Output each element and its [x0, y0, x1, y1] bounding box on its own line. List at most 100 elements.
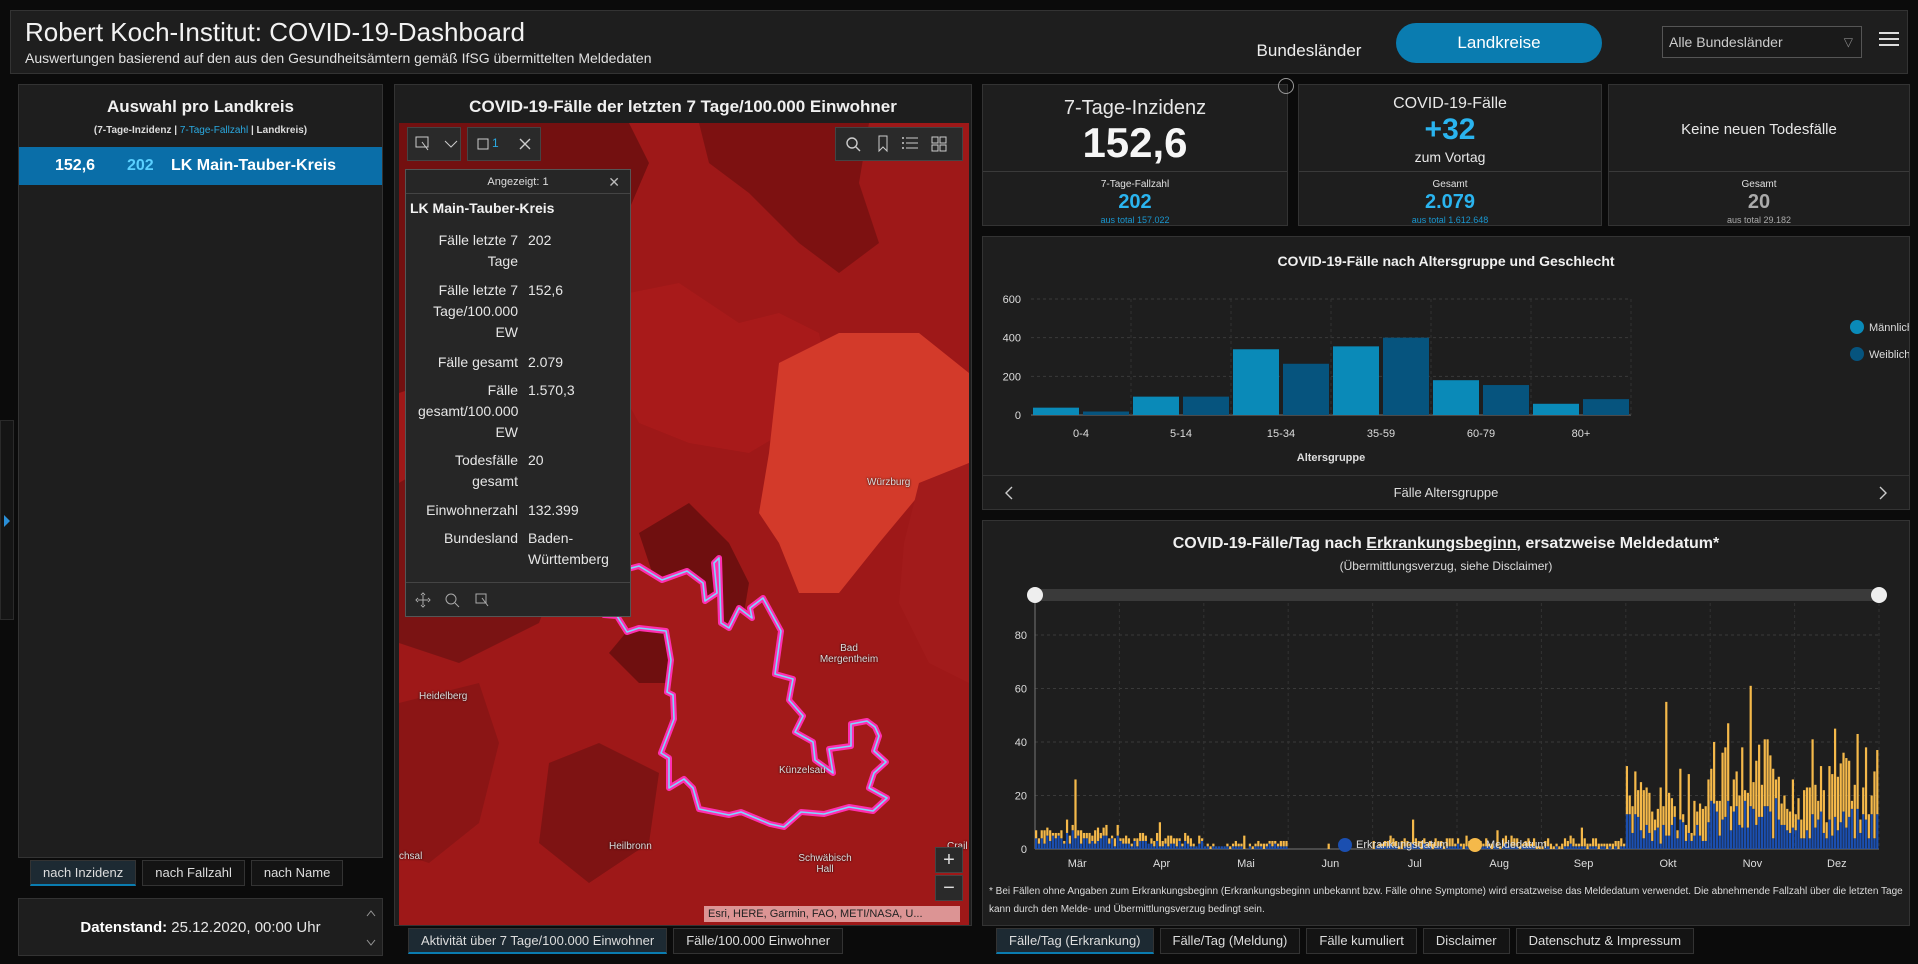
bar-erkrankung[interactable] [1451, 846, 1454, 849]
bar-erkrankung[interactable] [1215, 846, 1218, 849]
bar-erkrankung[interactable] [1164, 843, 1167, 849]
bar-erkrankung[interactable] [1575, 846, 1578, 849]
bar-erkrankung[interactable] [1603, 846, 1606, 849]
bar-meldedatum[interactable] [1864, 747, 1868, 820]
bar-erkrankung[interactable] [1634, 814, 1637, 849]
bar-erkrankung[interactable] [1766, 806, 1769, 849]
tab-aktivitaet[interactable]: Aktivität über 7 Tage/100.000 Einwohner [408, 928, 668, 954]
bar-erkrankung[interactable] [1622, 846, 1626, 849]
bar-meldedatum[interactable] [1555, 843, 1558, 847]
bar-meldedatum[interactable] [1662, 806, 1665, 825]
bar-meldedatum[interactable] [1496, 830, 1499, 847]
bar-meldedatum[interactable] [1102, 827, 1105, 836]
bar-meldedatum[interactable] [1428, 840, 1432, 847]
bar-meldedatum[interactable] [1051, 832, 1055, 836]
bar-meldedatum[interactable] [1502, 838, 1505, 847]
bar-meldedatum[interactable] [1600, 843, 1603, 847]
daily-chart[interactable]: 0 20 40 60 80 Mär Apr Mai Jun Jul Aug Sep Okt Nov Dez [983, 573, 1909, 873]
bar-meldedatum[interactable] [1510, 835, 1513, 847]
bar-erkrankung[interactable] [1651, 840, 1654, 849]
bar-erkrankung[interactable] [1544, 846, 1547, 849]
bar-erkrankung[interactable] [1836, 830, 1840, 849]
bar-erkrankung[interactable] [1276, 846, 1280, 849]
bar-meldedatum[interactable] [1096, 827, 1100, 841]
bar-meldedatum[interactable] [1676, 830, 1679, 839]
bar-erkrankung[interactable] [1502, 846, 1505, 849]
hamburger-menu-icon[interactable] [1879, 29, 1899, 47]
bar-meldedatum[interactable] [1673, 806, 1676, 817]
bar-meldedatum[interactable] [1659, 787, 1662, 844]
bar-erkrankung[interactable] [1153, 846, 1156, 849]
bar-erkrankung[interactable] [1682, 822, 1685, 849]
bar-meldedatum[interactable] [1524, 840, 1527, 847]
bar[interactable] [1483, 385, 1529, 415]
bar-meldedatum[interactable] [1395, 840, 1398, 847]
bar-erkrankung[interactable] [1167, 846, 1170, 849]
bar-meldedatum[interactable] [1552, 846, 1555, 849]
bar-erkrankung[interactable] [1547, 846, 1550, 849]
bar-erkrankung[interactable] [1437, 846, 1440, 849]
bar-meldedatum[interactable] [1172, 838, 1176, 844]
bar-erkrankung[interactable] [1637, 816, 1640, 849]
bar-erkrankung[interactable] [1811, 814, 1814, 849]
bar-meldedatum[interactable] [1392, 838, 1395, 847]
bar-erkrankung[interactable] [1206, 846, 1209, 849]
fullscreen-icon[interactable] [1278, 78, 1294, 94]
bar-meldedatum[interactable] [1254, 843, 1257, 847]
bar-erkrankung[interactable] [1839, 822, 1842, 849]
bar-meldedatum[interactable] [1811, 739, 1814, 815]
bar-meldedatum[interactable] [1431, 843, 1434, 849]
bar-erkrankung[interactable] [1850, 808, 1854, 849]
bar-meldedatum[interactable] [1800, 819, 1803, 839]
map-selection-counter[interactable]: 1 [467, 127, 541, 161]
bar-meldedatum[interactable] [1608, 843, 1612, 847]
scroll-arrows-icon[interactable] [366, 908, 376, 948]
bar-erkrankung[interactable] [1189, 846, 1192, 849]
bar-erkrankung[interactable] [1659, 843, 1662, 849]
bar-erkrankung[interactable] [1794, 830, 1797, 849]
bar-meldedatum[interactable] [1521, 843, 1524, 847]
bar-meldedatum[interactable] [1141, 832, 1145, 841]
bar-erkrankung[interactable] [1738, 824, 1741, 849]
bar-erkrankung[interactable] [1777, 819, 1780, 849]
bar-meldedatum[interactable] [1867, 814, 1870, 839]
bar-meldedatum[interactable] [1558, 846, 1561, 849]
bar-erkrankung[interactable] [1260, 846, 1263, 849]
bar-erkrankung[interactable] [1797, 819, 1800, 849]
bar-meldedatum[interactable] [1622, 843, 1626, 847]
bar-meldedatum[interactable] [1645, 787, 1648, 825]
range-slider-handle-end[interactable] [1871, 587, 1887, 603]
bar-erkrankung[interactable] [1589, 846, 1592, 849]
bar-erkrankung[interactable] [1783, 824, 1786, 849]
tab-nach-fallzahl[interactable]: nach Fallzahl [142, 860, 245, 886]
bar-erkrankung[interactable] [1274, 843, 1277, 849]
bar[interactable] [1433, 380, 1479, 415]
bar-erkrankung[interactable] [1122, 843, 1125, 849]
bar-meldedatum[interactable] [1729, 806, 1733, 831]
map-select-tool[interactable] [407, 127, 461, 161]
bar-erkrankung[interactable] [1707, 822, 1710, 849]
bar-meldedatum[interactable] [1803, 790, 1806, 839]
bar-erkrankung[interactable] [1113, 846, 1116, 849]
bar-meldedatum[interactable] [1465, 835, 1468, 847]
bar-meldedatum[interactable] [1634, 771, 1637, 815]
bar-erkrankung[interactable] [1856, 808, 1859, 849]
bar-meldedatum[interactable] [1783, 795, 1786, 825]
side-panel-toggle[interactable] [0, 420, 14, 620]
bar-meldedatum[interactable] [1687, 774, 1690, 833]
bar-meldedatum[interactable] [1504, 835, 1508, 844]
bar-erkrankung[interactable] [1555, 846, 1558, 849]
bar-meldedatum[interactable] [1122, 838, 1125, 844]
bundeslaender-button[interactable]: Bundesländer [1256, 41, 1362, 60]
bar-meldedatum[interactable] [1175, 838, 1178, 847]
bar-erkrankung[interactable] [1257, 846, 1260, 849]
bar-meldedatum[interactable] [1713, 742, 1716, 804]
bar[interactable] [1333, 346, 1379, 415]
bar-meldedatum[interactable] [1198, 835, 1201, 844]
bar-erkrankung[interactable] [1746, 827, 1749, 849]
bar-meldedatum[interactable] [1057, 832, 1060, 836]
bar-erkrankung[interactable] [1853, 838, 1856, 849]
bar-erkrankung[interactable] [1763, 806, 1766, 849]
bar-meldedatum[interactable] [1116, 824, 1119, 836]
bar-erkrankung[interactable] [1119, 840, 1122, 849]
